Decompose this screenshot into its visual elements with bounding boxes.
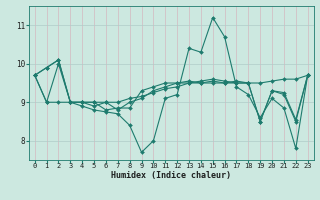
- X-axis label: Humidex (Indice chaleur): Humidex (Indice chaleur): [111, 171, 231, 180]
